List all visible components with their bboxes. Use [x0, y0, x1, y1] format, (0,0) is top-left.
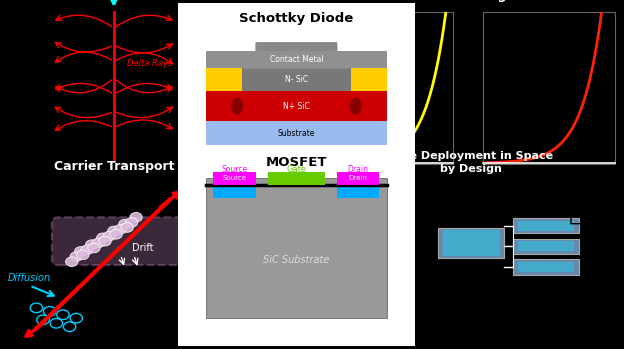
Bar [207, 91, 386, 121]
Bar [438, 228, 504, 258]
Bar [517, 241, 575, 251]
Title: SEE Damage: SEE Damage [427, 0, 515, 2]
Text: N- SiC: N- SiC [285, 75, 308, 84]
Bar [207, 68, 242, 91]
Bar [513, 218, 579, 233]
Bar [207, 121, 386, 146]
Circle shape [70, 252, 82, 261]
Bar [207, 178, 386, 318]
FancyBboxPatch shape [52, 217, 187, 265]
Text: 📡: 📡 [568, 200, 583, 224]
Bar [513, 239, 579, 254]
Text: Drift: Drift [132, 244, 153, 253]
Circle shape [130, 213, 142, 222]
Text: SiC Substrate: SiC Substrate [263, 255, 329, 265]
Bar [328, 12, 453, 164]
Text: Source: Source [222, 165, 248, 174]
Text: Substrate: Substrate [278, 129, 315, 138]
Circle shape [125, 217, 138, 227]
Text: Schottky Diode: Schottky Diode [239, 12, 354, 25]
Bar [207, 51, 386, 68]
Circle shape [81, 245, 94, 254]
Bar [442, 230, 500, 256]
Text: Source: Source [223, 175, 246, 181]
Text: 🌍: 🌍 [384, 270, 409, 312]
Circle shape [350, 98, 362, 115]
Circle shape [66, 257, 78, 267]
Circle shape [103, 231, 115, 241]
Circle shape [114, 224, 127, 234]
Bar [351, 68, 386, 91]
Circle shape [110, 230, 122, 239]
Text: MOSFET: MOSFET [266, 156, 327, 169]
Bar [213, 185, 256, 198]
Bar [517, 221, 575, 231]
Text: Diffusion: Diffusion [7, 273, 51, 283]
Text: N+ SiC: N+ SiC [283, 102, 310, 111]
Text: Drain: Drain [348, 165, 369, 174]
Text: ⚡: ⚡ [356, 92, 376, 120]
Bar [207, 68, 386, 91]
Circle shape [92, 238, 105, 248]
Bar [483, 12, 615, 164]
Circle shape [74, 247, 87, 256]
Circle shape [121, 223, 134, 232]
Bar [337, 185, 379, 198]
Circle shape [85, 240, 98, 250]
Circle shape [108, 226, 120, 236]
Title: Safe Deployment in Space
by Design: Safe Deployment in Space by Design [389, 150, 553, 174]
Circle shape [99, 236, 111, 246]
Circle shape [88, 243, 100, 253]
Circle shape [97, 233, 109, 243]
Text: Contact Metal: Contact Metal [270, 55, 323, 65]
Text: 🔥: 🔥 [523, 89, 539, 117]
Title: Carrier Transport: Carrier Transport [54, 160, 174, 173]
Polygon shape [244, 43, 349, 68]
Circle shape [77, 250, 89, 260]
Text: Drain: Drain [349, 175, 368, 181]
Bar [517, 262, 575, 272]
Text: Gate: Gate [286, 165, 306, 174]
Text: Delta Rays: Delta Rays [127, 59, 173, 68]
Bar [513, 259, 579, 275]
Bar [213, 172, 256, 185]
Bar [268, 172, 325, 185]
Title: Radiation Ion: Radiation Ion [67, 0, 160, 2]
FancyBboxPatch shape [168, 0, 424, 349]
Circle shape [231, 98, 243, 115]
Circle shape [119, 219, 131, 229]
Bar [337, 172, 379, 185]
